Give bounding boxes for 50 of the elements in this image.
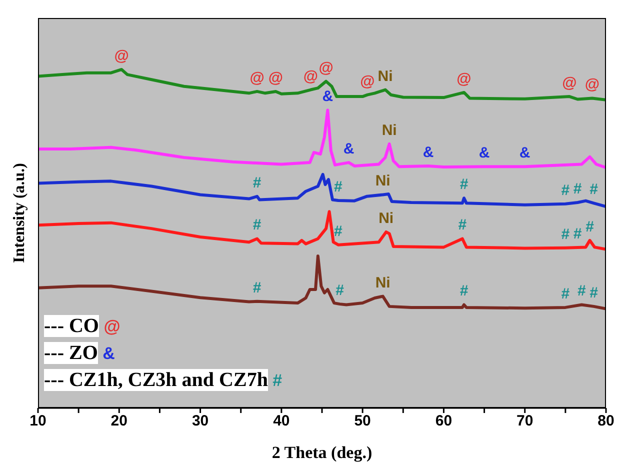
annotation: # (252, 174, 262, 192)
x-axis-title: 2 Theta (deg.) (272, 443, 372, 462)
annotation: # (561, 285, 570, 302)
annotation: @ (562, 74, 577, 92)
annotation: # (334, 222, 344, 240)
annotation: # (561, 226, 570, 243)
annotation: @ (250, 69, 264, 86)
annotation: # (586, 218, 595, 236)
x-tick-label: 30 (192, 412, 209, 430)
annotation: # (334, 178, 344, 196)
annotation: @ (303, 68, 318, 85)
annotation: Ni (382, 122, 397, 139)
annotation: Ni (375, 172, 390, 190)
annotation: # (561, 182, 570, 199)
annotation: & (343, 140, 354, 158)
annotation: # (252, 279, 262, 296)
annotation: # (460, 176, 469, 194)
annotation: # (590, 284, 599, 302)
annotation: & (422, 144, 434, 161)
x-tick-label: 60 (435, 412, 452, 430)
annotation: Ni (378, 68, 393, 85)
x-tick-label: 50 (354, 412, 371, 430)
annotation: # (577, 282, 586, 300)
annotation: # (460, 282, 469, 300)
annotation: Ni (375, 274, 390, 292)
x-tick-label: 70 (516, 412, 534, 430)
annotation: Ni (378, 210, 394, 227)
annotation: # (573, 180, 582, 198)
x-tick-label: 10 (30, 412, 46, 430)
annotation: @ (114, 47, 129, 64)
x-tick-label: 40 (273, 412, 290, 430)
annotation: @ (318, 59, 334, 76)
x-tick-label: 20 (110, 412, 128, 430)
annotation: # (252, 216, 262, 234)
y-axis-title: Intensity (a.u.) (11, 162, 29, 264)
annotation: & (322, 88, 334, 106)
annotation: @ (456, 70, 472, 88)
annotation: @ (584, 76, 600, 94)
annotation: & (478, 144, 490, 162)
annotation: --- CO @ (44, 315, 120, 337)
annotation: # (336, 282, 345, 300)
annotation: # (458, 216, 468, 234)
annotation: # (573, 226, 582, 243)
x-tick-label: 80 (598, 412, 614, 430)
annotation: & (519, 144, 530, 162)
annotation: @ (268, 69, 284, 86)
annotation: @ (360, 72, 375, 90)
annotation: # (590, 181, 599, 198)
annotation: --- CZ1h, CZ3h and CZ7h # (44, 369, 282, 391)
annotation: --- ZO & (44, 342, 115, 364)
